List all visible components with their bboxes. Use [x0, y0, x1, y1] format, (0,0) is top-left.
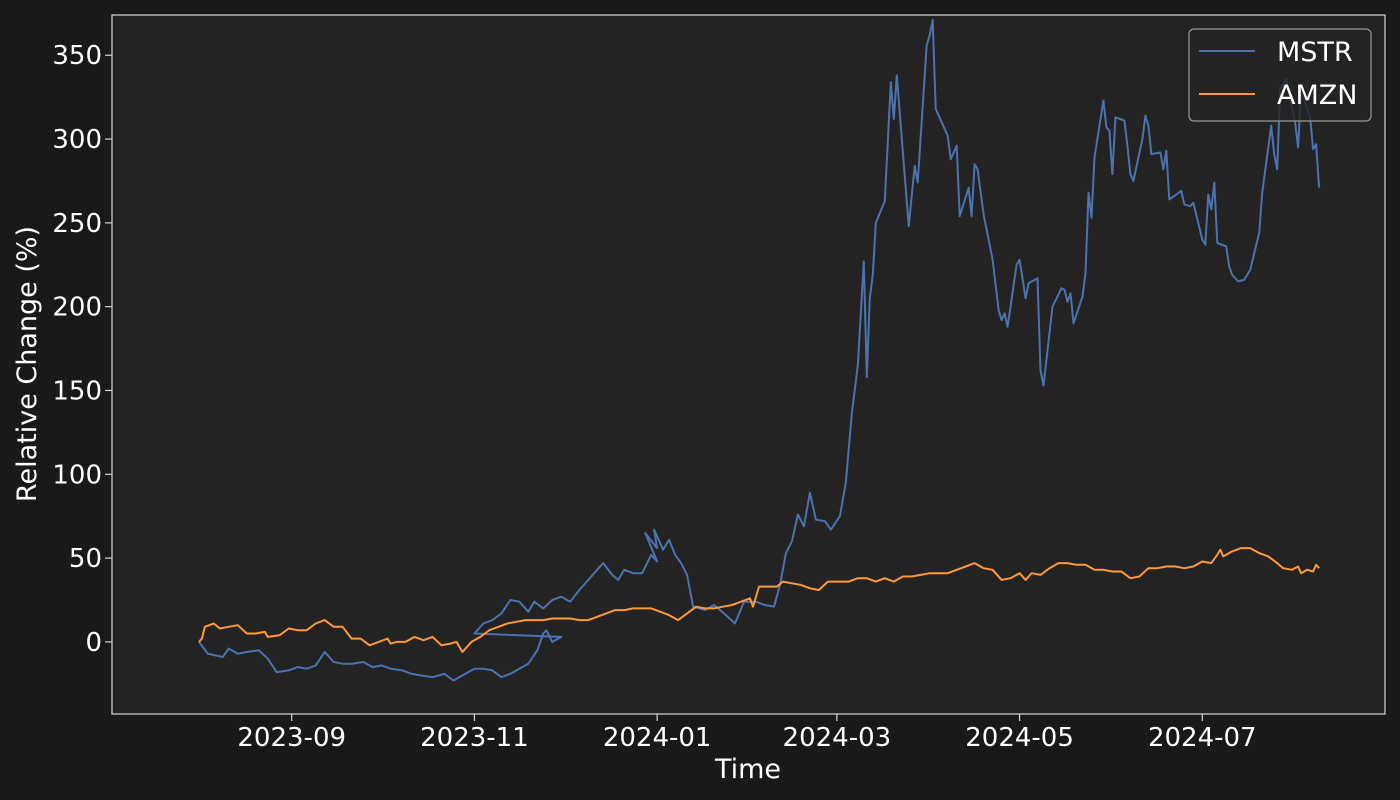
- y-tick-label: 300: [52, 125, 102, 155]
- y-axis-ticks: 0 50 100 150 200 250 300 350: [52, 41, 112, 658]
- y-axis-label: Relative Change (%): [12, 226, 43, 502]
- y-tick-label: 50: [69, 544, 102, 574]
- x-axis-ticks: 2023-09 2023-11 2024-01 2024-03 2024-05 2024-…: [237, 714, 1257, 753]
- y-tick-label: 250: [52, 209, 102, 239]
- y-tick-label: 100: [52, 460, 102, 490]
- y-tick-label: 0: [85, 628, 102, 658]
- x-tick-label: 2024-01: [603, 723, 712, 753]
- y-tick-label: 200: [52, 293, 102, 323]
- legend: MSTR AMZN: [1188, 28, 1372, 122]
- x-tick-label: 2024-05: [965, 723, 1074, 753]
- x-tick-label: 2023-11: [420, 723, 529, 753]
- legend-label-amzn: AMZN: [1277, 80, 1357, 111]
- y-tick-label: 150: [52, 376, 102, 406]
- plot-area: [111, 14, 1386, 715]
- legend-label-mstr: MSTR: [1277, 37, 1353, 68]
- series-line-amzn: [198, 547, 1320, 653]
- series-layer: [198, 19, 1321, 682]
- y-tick-label: 350: [52, 41, 102, 71]
- x-axis-label: Time: [714, 754, 781, 785]
- x-tick-label: 2024-03: [783, 723, 892, 753]
- series-line-mstr: [198, 19, 1321, 682]
- x-tick-label: 2023-09: [237, 723, 346, 753]
- x-tick-label: 2024-07: [1148, 723, 1257, 753]
